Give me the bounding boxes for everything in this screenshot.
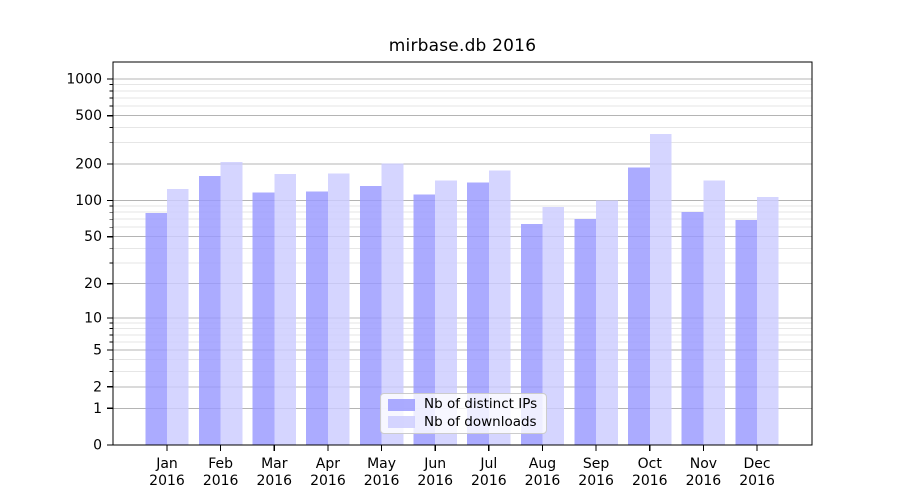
bar-nb-of-distinct-ips [735,219,758,445]
x-tick-label-month: Nov [690,456,717,472]
y-tick-label: 50 [84,229,102,245]
x-tick-label-year: 2016 [149,473,185,489]
y-tick-label: 10 [84,310,102,326]
legend: Nb of distinct IPs Nb of downloads [380,393,547,434]
x-tick-label-year: 2016 [310,473,346,489]
y-tick-label: 0 [93,438,102,454]
bar-nb-of-distinct-ips [145,212,167,445]
y-tick-label: 500 [75,108,102,124]
x-tick-label-year: 2016 [686,473,722,489]
x-tick-label-month: Sep [583,456,610,472]
x-tick-label-month: Oct [638,456,663,472]
x-tick-label-year: 2016 [525,473,561,489]
x-tick-label-month: Dec [743,456,770,472]
bar-nb-of-downloads [596,200,618,445]
bar-nb-of-distinct-ips [413,194,436,445]
y-tick-label: 2 [93,379,102,395]
legend-swatch-distinct-ips [388,398,415,411]
bar-nb-of-downloads [167,189,189,445]
y-tick-label: 20 [84,276,102,292]
x-tick-label-year: 2016 [417,473,453,489]
bar-nb-of-downloads [542,207,565,445]
bar-nb-of-distinct-ips [467,182,489,445]
x-tick-label-year: 2016 [203,473,239,489]
x-tick-label-month: Jun [423,456,446,472]
legend-label-downloads: Nb of downloads [424,413,537,430]
bar-nb-of-distinct-ips [574,219,597,445]
x-tick-label-year: 2016 [739,473,775,489]
bar-nb-of-downloads [488,170,511,446]
x-tick-label-month: Jan [155,456,178,472]
plot-frame [112,61,813,446]
legend-item-downloads: Nb of downloads [388,413,538,430]
x-tick-label-year: 2016 [632,473,668,489]
y-tick-label: 200 [75,157,102,173]
bar-nb-of-distinct-ips [359,185,382,445]
x-tick-label-month: Feb [208,456,233,472]
x-tick-label-month: Mar [261,456,288,472]
legend-swatch-downloads [388,416,415,429]
bar-nb-of-downloads [327,173,350,445]
y-tick-label: 1 [93,401,102,417]
x-tick-label-month: Aug [529,456,556,472]
bar-nb-of-distinct-ips [520,223,543,445]
x-tick-label-month: Jul [479,456,497,472]
y-tick-label: 5 [93,343,102,359]
bar-nb-of-downloads [274,174,296,445]
y-tick-label: 100 [75,193,102,209]
x-tick-label-month: Apr [316,456,340,472]
bar-nb-of-downloads [381,163,404,446]
bar-nb-of-downloads [435,180,457,446]
y-tick-label: 1000 [66,72,102,88]
bar-nb-of-distinct-ips [681,212,704,445]
bar-nb-of-downloads [703,180,726,445]
x-tick-label-year: 2016 [471,473,507,489]
bar-nb-of-distinct-ips [306,191,328,445]
bar-nb-of-downloads [220,162,243,445]
bar-nb-of-downloads [649,134,672,446]
x-tick-label-year: 2016 [578,473,614,489]
bar-nb-of-distinct-ips [628,167,650,445]
bar-nb-of-distinct-ips [252,192,275,445]
legend-label-distinct-ips: Nb of distinct IPs [424,396,538,412]
x-tick-label-month: May [367,456,396,472]
bar-nb-of-downloads [757,196,779,445]
x-tick-label-year: 2016 [256,473,292,489]
chart-title: mirbase.db 2016 [388,36,537,56]
legend-item-distinct-ips: Nb of distinct IPs [388,396,538,412]
x-tick-label-year: 2016 [364,473,400,489]
bar-nb-of-distinct-ips [198,176,221,445]
